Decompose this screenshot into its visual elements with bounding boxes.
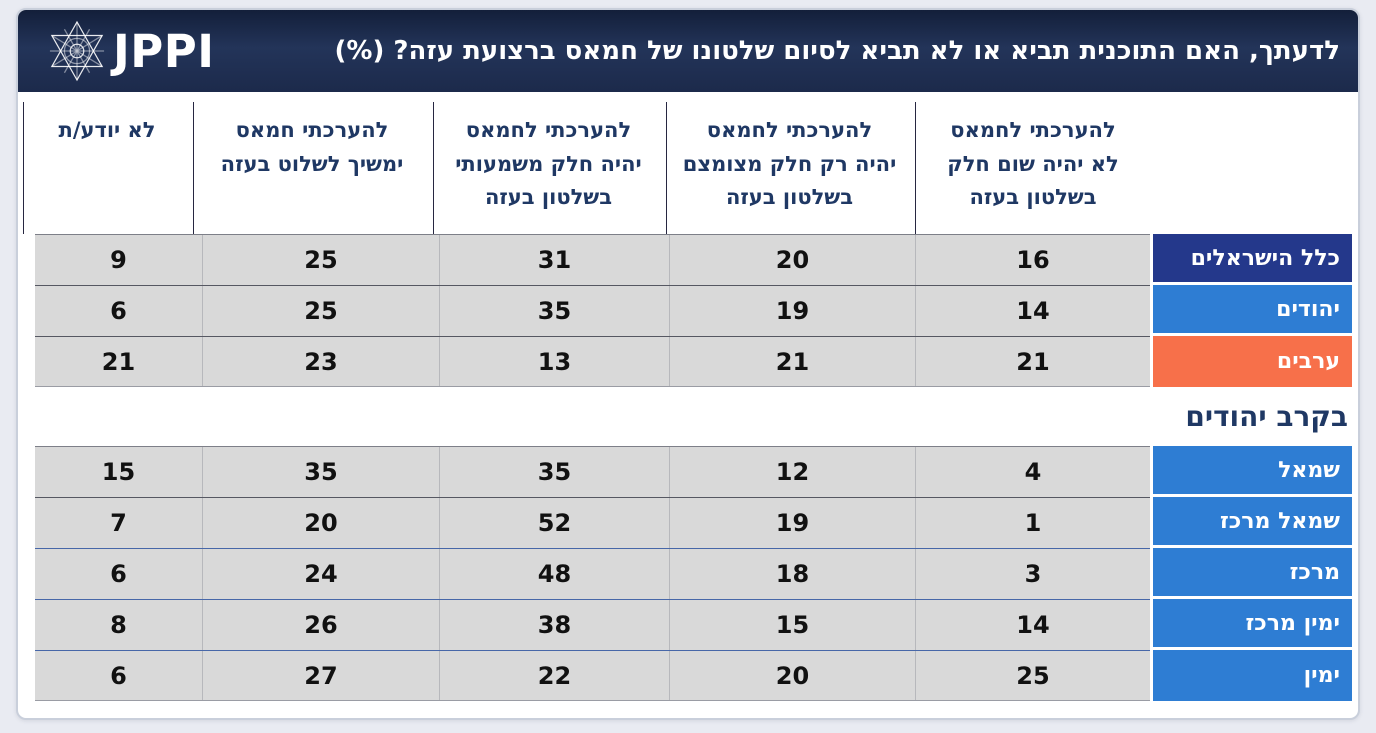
value-cell: 4 <box>915 447 1150 497</box>
table-row-arabs: ערבים 21 21 13 23 21 <box>35 336 1352 387</box>
slide-panel: JPPI לדעתך, האם התוכנית תביא או לא תביא … <box>16 8 1360 720</box>
value-cell: 9 <box>110 246 127 274</box>
table-row-center-right: ימין מרכז 14 15 38 26 8 <box>35 599 1352 650</box>
value-cell: 35 <box>439 286 669 336</box>
value-cell: 18 <box>669 549 915 599</box>
value-cell: 1 <box>915 498 1150 548</box>
value-cell: 26 <box>202 600 439 650</box>
row-values: 14 19 35 25 6 <box>35 285 1150 336</box>
value-cell: 3 <box>915 549 1150 599</box>
value-cell: 16 <box>915 235 1150 285</box>
value-cell: 19 <box>669 498 915 548</box>
logo-text: JPPI <box>113 24 215 78</box>
row-values: 25 20 22 27 6 <box>35 650 1150 701</box>
value-cell: 20 <box>202 498 439 548</box>
population-rows-section: כלל הישראלים 16 20 31 25 9 יהודים 14 19 … <box>35 234 1352 387</box>
value-cell: 6 <box>110 297 127 325</box>
value-cell: 15 <box>669 600 915 650</box>
row-values: 4 12 35 35 15 <box>35 446 1150 497</box>
header-bar: JPPI לדעתך, האם התוכנית תביא או לא תביא … <box>18 10 1358 92</box>
section-heading-among-jews: בקרב יהודים <box>1185 400 1348 433</box>
value-cell: 6 <box>110 560 127 588</box>
among-jews-rows-section: שמאל 4 12 35 35 15 שמאל מרכז 1 19 52 20 … <box>35 446 1352 701</box>
jppi-logo: JPPI <box>48 19 214 83</box>
table-row-right: ימין 25 20 22 27 6 <box>35 650 1352 701</box>
row-label: כלל הישראלים <box>1153 234 1352 285</box>
value-cell: 7 <box>110 509 127 537</box>
column-header-row: להערכתי לחמאס לא יהיה שום חלק בשלטון בעז… <box>23 102 1352 234</box>
value-cell: 24 <box>202 549 439 599</box>
value-cell: 52 <box>439 498 669 548</box>
value-cell: 12 <box>669 447 915 497</box>
column-header-significant: להערכתי לחמאס יהיה חלק משמעותי בשלטון בע… <box>433 102 663 234</box>
row-values: 1 19 52 20 7 <box>35 497 1150 548</box>
column-header-no-part: להערכתי לחמאס לא יהיה שום חלק בשלטון בעז… <box>915 102 1150 234</box>
value-cell: 19 <box>669 286 915 336</box>
value-cell: 21 <box>915 337 1150 386</box>
row-label: שמאל מרכז <box>1153 497 1352 548</box>
value-cell: 20 <box>669 651 915 700</box>
value-cell: 25 <box>915 651 1150 700</box>
value-cell: 48 <box>439 549 669 599</box>
row-values: 3 18 48 24 6 <box>35 548 1150 599</box>
row-values: 21 21 13 23 21 <box>35 336 1150 387</box>
table-row-center-left: שמאל מרכז 1 19 52 20 7 <box>35 497 1352 548</box>
value-cell: 14 <box>915 600 1150 650</box>
row-label: יהודים <box>1153 285 1352 336</box>
table-row-center: מרכז 3 18 48 24 6 <box>35 548 1352 599</box>
value-cell: 35 <box>202 447 439 497</box>
slide-title: לדעתך, האם התוכנית תביא או לא תביא לסיום… <box>334 36 1340 66</box>
value-cell: 13 <box>439 337 669 386</box>
value-cell: 14 <box>915 286 1150 336</box>
value-cell: 25 <box>202 235 439 285</box>
row-label: ערבים <box>1153 336 1352 387</box>
jppi-star-icon <box>49 20 105 82</box>
value-cell: 15 <box>101 458 136 486</box>
value-cell: 25 <box>202 286 439 336</box>
row-values: 14 15 38 26 8 <box>35 599 1150 650</box>
column-header-continue-rule: להערכתי חמאס ימשיך לשלוט בעזה <box>193 102 430 234</box>
value-cell: 20 <box>669 235 915 285</box>
value-cell: 38 <box>439 600 669 650</box>
table-row-jews: יהודים 14 19 35 25 6 <box>35 285 1352 336</box>
value-cell: 35 <box>439 447 669 497</box>
row-label: מרכז <box>1153 548 1352 599</box>
column-header-dont-know: לא יודע/ת <box>23 102 190 234</box>
value-cell: 21 <box>101 347 136 376</box>
row-label: ימין <box>1153 650 1352 701</box>
column-header-limited-part: להערכתי לחמאס יהיה רק חלק מצומצם בשלטון … <box>666 102 912 234</box>
value-cell: 31 <box>439 235 669 285</box>
row-label: שמאל <box>1153 446 1352 497</box>
header-label-spacer <box>1153 102 1352 234</box>
value-cell: 6 <box>110 661 127 690</box>
value-cell: 21 <box>669 337 915 386</box>
value-cell: 22 <box>439 651 669 700</box>
table-row-left: שמאל 4 12 35 35 15 <box>35 446 1352 497</box>
table-row-all-israelis: כלל הישראלים 16 20 31 25 9 <box>35 234 1352 285</box>
data-table: להערכתי לחמאס לא יהיה שום חלק בשלטון בעז… <box>18 92 1358 701</box>
value-cell: 23 <box>202 337 439 386</box>
value-cell: 8 <box>110 611 127 639</box>
value-cell: 27 <box>202 651 439 700</box>
row-values: 16 20 31 25 9 <box>35 234 1150 285</box>
row-label: ימין מרכז <box>1153 599 1352 650</box>
